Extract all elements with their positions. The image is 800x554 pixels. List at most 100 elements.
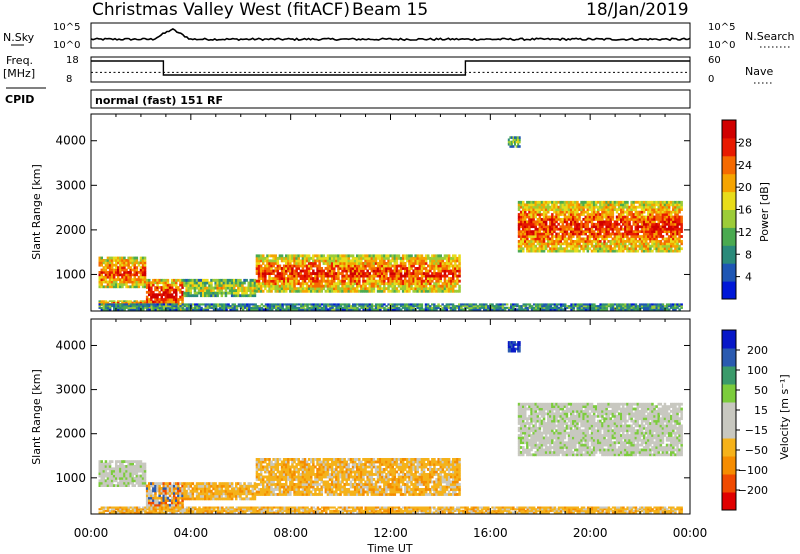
velocity-echo-cell [106,462,110,466]
power-echo-cell [391,269,394,273]
power-echo-cell [522,220,525,224]
power-echo-cell [154,286,157,289]
power-echo-cell [100,280,103,284]
power-echo-cell [318,267,321,270]
power-echo-cell [674,222,677,226]
power-echo-cell [374,272,378,275]
power-echo-cell [121,266,124,269]
power-echo-cell [563,225,567,229]
power-echo-cell [518,145,521,148]
power-echo-cell [460,305,463,308]
power-echo-cell [299,289,303,293]
power-echo-cell [445,259,449,263]
power-echo-cell [198,306,201,309]
power-echo-cell [328,267,332,270]
power-echo-cell [526,242,529,246]
velocity-echo-cell [129,462,132,466]
title-left: Christmas Valley West (fitACF) [92,0,350,20]
velocity-echo-cell [115,477,118,480]
power-echo-cell [516,308,519,311]
power-echo-cell [655,210,658,214]
power-echo-cell [424,259,428,263]
power-echo-cell [522,215,525,219]
power-echo-cell [189,286,192,290]
power-echo-cell [276,277,280,280]
power-echo-cell [310,264,313,268]
power-echo-cell [356,267,359,270]
power-echo-cell [108,285,112,289]
power-echo-cell [287,262,290,265]
power-echo-cell [268,289,271,293]
power-echo-cell [617,213,621,216]
power-echo-cell [187,281,190,285]
power-echo-cell [416,274,419,278]
power-echo-cell [528,244,531,248]
power-echo-cell [393,267,397,270]
power-echo-cell [597,240,600,243]
power-echo-cell [528,235,531,238]
power-echo-cell [655,306,658,309]
power-echo-cell [343,262,346,265]
power-echo-cell [580,305,584,308]
power-echo-cell [657,225,660,229]
power-echo-cell [287,284,290,288]
power-echo-cell [574,200,577,204]
power-echo-cell [408,259,411,263]
power-echo-cell [262,284,265,288]
power-echo-cell [350,306,353,309]
power-echo-cell [295,282,298,286]
power-echo-cell [115,303,118,306]
power-echo-cell [414,289,417,293]
power-echo-cell [314,262,317,265]
power-echo-cell [385,287,388,291]
power-echo-cell [354,305,357,308]
power-echo-cell [431,259,434,263]
power-echo-cell [553,227,556,231]
power-echo-cell [676,200,679,204]
power-echo-cell [148,298,151,301]
power-echo-cell [370,303,374,306]
power-echo-cell [175,303,178,306]
velocity-echo-cell [110,472,114,475]
power-echo-cell [291,274,294,278]
power-echo-cell [601,249,604,253]
power-echo-cell [312,269,315,273]
power-echo-cell [358,259,361,263]
power-echo-cell [615,200,619,204]
power-echo-cell [353,269,357,273]
power-echo-cell [339,272,342,275]
power-echo-cell [567,205,571,209]
power-echo-cell [584,218,587,221]
power-echo-cell [181,290,184,294]
power-echo-cell [100,261,103,265]
power-echo-cell [418,272,422,275]
power-echo-cell [649,213,652,216]
power-echo-cell [310,282,313,286]
power-echo-cell [102,261,106,265]
power-echo-cell [112,259,116,262]
power-echo-cell [226,291,230,295]
power-echo-cell [239,294,242,298]
power-echo-cell [524,305,528,308]
power-echo-cell [305,256,309,260]
power-echo-cell [168,293,172,297]
velocity-echo-cell [143,484,147,487]
power-echo-cell [680,205,683,209]
power-echo-cell [620,235,623,238]
power-echo-cell [651,200,654,204]
power-echo-cell [553,249,556,253]
power-echo-cell [154,306,158,309]
power-echo-cell [565,230,569,233]
power-echo-cell [456,269,459,273]
power-echo-cell [230,294,234,298]
power-echo-cell [258,305,261,308]
power-echo-cell [389,284,392,288]
power-echo-cell [443,269,447,273]
power-echo-cell [667,222,671,226]
power-echo-cell [674,213,677,216]
power-echo-cell [586,205,590,209]
power-echo-cell [351,267,355,270]
power-echo-cell [301,264,305,268]
power-echo-cell [287,287,290,291]
velocity-echo-cell [141,481,145,485]
